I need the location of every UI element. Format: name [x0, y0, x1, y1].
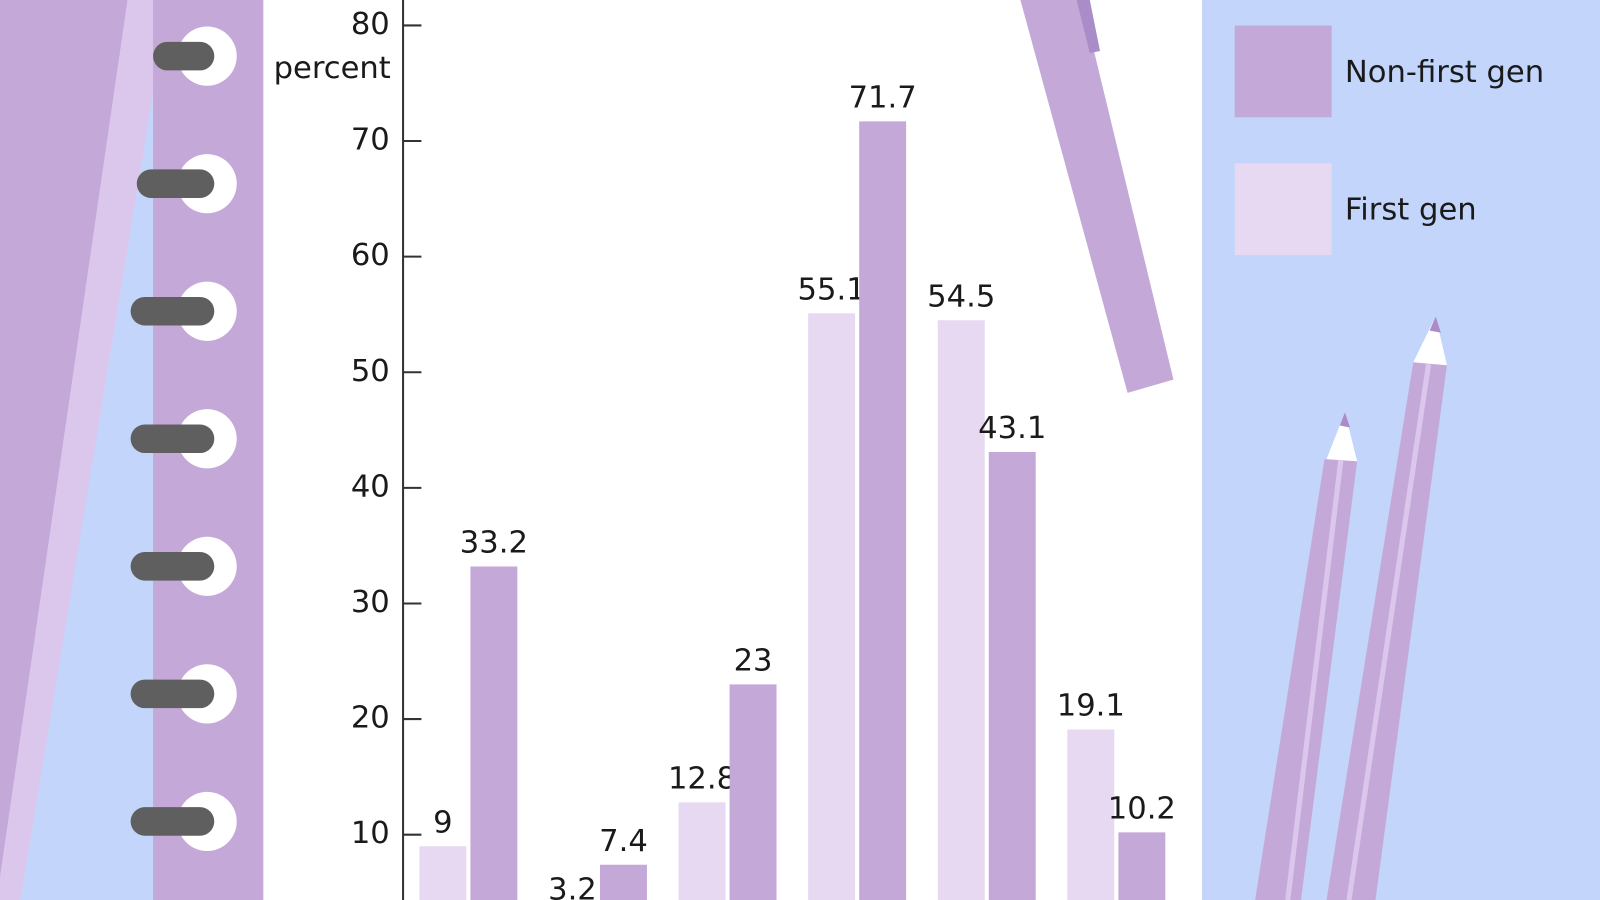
bar	[600, 864, 647, 900]
y-tick-label: 20	[351, 701, 390, 736]
value-label: 12.8	[668, 761, 736, 796]
y-tick-label: 80	[351, 7, 390, 42]
pen-decoration	[1020, 0, 1174, 393]
bar	[1118, 832, 1166, 900]
bar	[1067, 729, 1115, 900]
notebook-decoration	[0, 0, 264, 900]
y-axis-label: percent	[274, 51, 391, 86]
pencil-decoration	[1255, 316, 1447, 900]
value-label: 3.2	[548, 872, 597, 900]
value-label: 19.1	[1057, 689, 1125, 724]
value-label: 7.4	[599, 824, 648, 859]
y-tick-label: 50	[351, 354, 390, 389]
legend-swatch	[1234, 163, 1332, 256]
y-tick-label: 10	[351, 816, 390, 851]
value-label: 23	[734, 643, 773, 678]
legend-label: First gen	[1345, 193, 1477, 228]
bar	[808, 313, 856, 900]
y-tick-label: 70	[351, 123, 390, 158]
legend-label: Non-first gen	[1345, 55, 1544, 90]
y-tick-label: 60	[351, 238, 390, 273]
value-label: 10.2	[1108, 791, 1176, 826]
value-label: 71.7	[849, 80, 917, 115]
legend-swatch	[1234, 25, 1332, 118]
y-tick-label: 30	[351, 585, 390, 620]
value-label: 54.5	[927, 279, 995, 314]
value-label: 33.2	[460, 526, 528, 561]
ruler	[0, 0, 169, 900]
bar	[470, 566, 518, 900]
value-label: 43.1	[978, 411, 1046, 446]
bar	[419, 846, 467, 900]
y-tick-label: 40	[351, 469, 390, 504]
spiral-rings	[130, 41, 215, 836]
bar	[859, 121, 907, 900]
bar	[729, 684, 777, 900]
value-label: 9	[433, 805, 452, 840]
value-label: 55.1	[798, 272, 866, 307]
bar	[678, 802, 726, 900]
bar	[988, 452, 1036, 900]
bar	[937, 320, 985, 900]
